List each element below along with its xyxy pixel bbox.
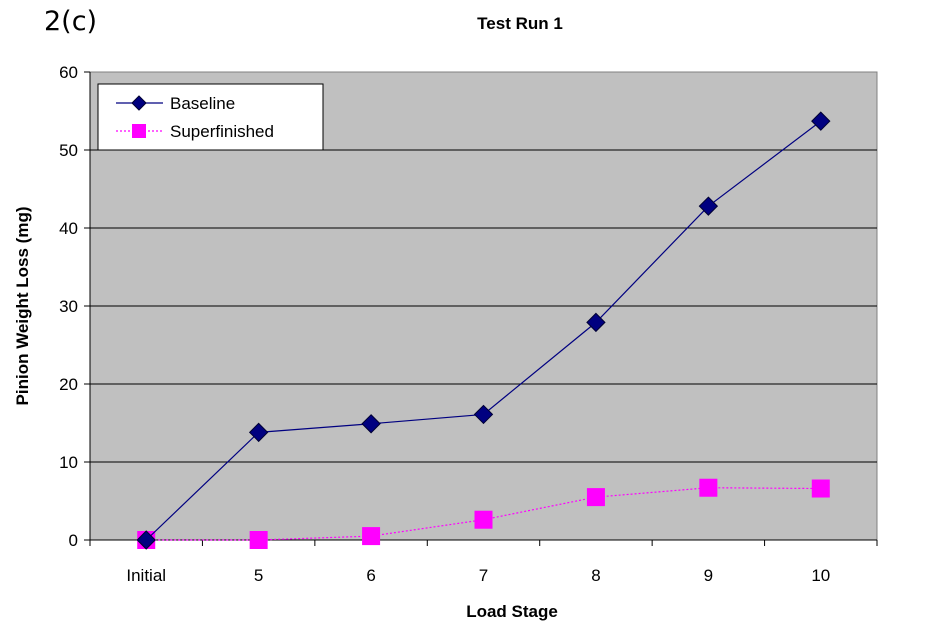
x-tick-label: 7 — [479, 566, 488, 585]
superfinished-point — [474, 510, 493, 529]
superfinished-point — [811, 479, 830, 498]
superfinished-point — [362, 527, 381, 546]
legend: Baseline Superfinished — [97, 83, 324, 151]
superfinished-point — [249, 531, 268, 549]
y-tick-label: 0 — [69, 531, 78, 550]
baseline-point — [248, 422, 269, 443]
legend-box — [97, 83, 324, 151]
baseline-point — [811, 111, 831, 131]
x-tick-label: Initial — [126, 566, 166, 585]
x-tick-label: 5 — [254, 566, 263, 585]
y-tick-label: 50 — [59, 141, 78, 160]
baseline-point — [361, 414, 381, 434]
baseline-point — [698, 196, 719, 216]
baseline-point — [136, 530, 156, 550]
y-tick-label: 40 — [59, 219, 78, 238]
superfinished-point — [586, 488, 605, 507]
y-tick-label: 20 — [59, 375, 78, 394]
x-tick-label: 8 — [591, 566, 600, 585]
legend-label-baseline: Baseline — [170, 94, 235, 113]
x-tick-label: 10 — [811, 566, 830, 585]
y-tick-label: 60 — [59, 63, 78, 82]
baseline-point — [586, 312, 606, 333]
legend-marker-baseline — [131, 95, 147, 111]
figure-label: 2(c) — [44, 6, 98, 37]
x-tick-label: 9 — [704, 566, 713, 585]
y-tick-label: 30 — [59, 297, 78, 316]
baseline-point — [473, 404, 494, 425]
y-tick-label: 10 — [59, 453, 78, 472]
x-tick-label: 6 — [366, 566, 375, 585]
series-group — [136, 111, 831, 550]
y-axis-title: Pinion Weight Loss (mg) — [13, 207, 32, 406]
legend-label-superfinished: Superfinished — [170, 122, 274, 141]
y-axis-ticks: 0 10 20 30 40 50 60 — [59, 63, 90, 550]
series-baseline — [136, 111, 831, 550]
x-axis-ticks: Initial 5 6 7 8 9 10 — [89, 540, 878, 585]
chart-title: Test Run 1 — [477, 14, 563, 33]
x-axis-title: Load Stage — [466, 602, 558, 621]
legend-marker-superfinished — [132, 124, 146, 138]
superfinished-point — [699, 478, 718, 497]
